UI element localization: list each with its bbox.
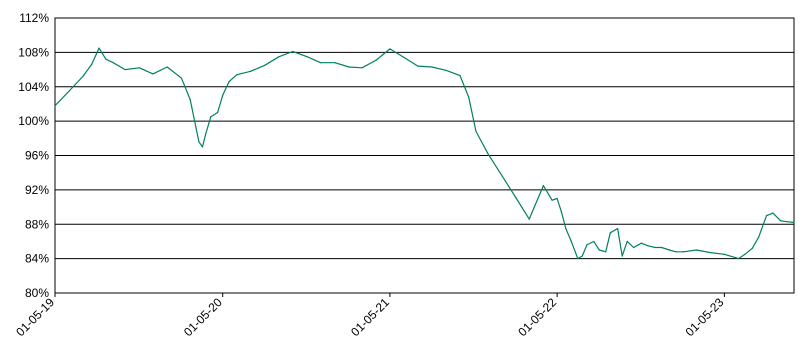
x-tick-label: 01-05-20 [181, 295, 225, 339]
data-point [605, 251, 607, 253]
data-point [682, 251, 685, 253]
x-tick-label: 01-05-19 [13, 295, 57, 339]
data-point [320, 62, 322, 64]
data-point [501, 175, 503, 177]
data-point [306, 56, 308, 58]
data-point [54, 105, 56, 107]
y-tick-label: 92% [25, 183, 49, 197]
data-point [542, 184, 544, 187]
series-line-0 [54, 47, 795, 260]
data-point [91, 63, 93, 66]
data-point [758, 236, 760, 238]
data-point [222, 94, 224, 96]
data-point [581, 255, 583, 257]
data-point [112, 62, 114, 64]
data-point [468, 96, 470, 98]
data-point [675, 251, 677, 253]
data-point [586, 244, 588, 246]
data-point [361, 67, 363, 69]
y-tick-label: 96% [25, 149, 49, 163]
data-point [626, 240, 628, 243]
data-point [68, 90, 70, 92]
y-tick-label: 104% [18, 80, 49, 94]
data-point [515, 197, 517, 200]
data-point [621, 255, 623, 257]
x-tick-label: 01-05-22 [515, 295, 559, 339]
data-point [593, 240, 595, 243]
data-point [793, 221, 795, 224]
data-point [710, 252, 712, 254]
plot-frame [54, 17, 795, 294]
y-tick-label: 88% [25, 217, 49, 231]
data-point [431, 66, 433, 68]
data-point [205, 133, 207, 135]
data-point [278, 56, 280, 58]
data-point [334, 62, 336, 64]
data-point [528, 218, 530, 220]
data-point [577, 258, 579, 260]
data-point [668, 249, 670, 251]
data-point [570, 240, 572, 243]
data-point [695, 249, 698, 251]
data-point [217, 111, 219, 114]
data-point [565, 227, 567, 230]
data-point [292, 50, 294, 53]
data-point [180, 77, 183, 79]
data-point [640, 242, 643, 244]
data-point [348, 66, 350, 68]
data-point [375, 59, 377, 61]
y-tick-label: 112% [19, 11, 49, 25]
data-point [166, 66, 168, 68]
data-point [210, 116, 212, 118]
data-point [228, 80, 230, 83]
data-point [445, 69, 447, 72]
data-point [124, 68, 126, 71]
data-point [198, 141, 200, 143]
data-point [389, 48, 391, 50]
data-point [560, 210, 562, 212]
data-point [82, 75, 84, 78]
data-point [737, 258, 740, 260]
data-point [598, 249, 600, 251]
y-tick-label: 80% [25, 286, 49, 300]
data-point [654, 246, 656, 249]
data-point [201, 146, 204, 148]
data-point [105, 58, 107, 60]
data-point [617, 227, 619, 230]
data-point [551, 199, 553, 201]
data-point [417, 65, 419, 67]
data-point [556, 197, 558, 200]
data-point [264, 64, 266, 66]
data-point [780, 220, 782, 222]
data-point [772, 212, 774, 214]
data-point [403, 56, 405, 59]
data-point [487, 153, 489, 155]
data-point [786, 221, 788, 223]
data-point [765, 215, 768, 217]
y-tick-label: 100% [18, 114, 49, 128]
data-point [236, 74, 238, 76]
y-tick-label: 108% [18, 45, 49, 59]
data-point [647, 245, 649, 247]
data-point [723, 253, 725, 255]
data-point [250, 70, 252, 72]
data-point [189, 99, 191, 101]
data-point [633, 246, 635, 249]
data-point [751, 247, 753, 249]
y-tick-label: 84% [25, 252, 49, 266]
data-point [609, 232, 611, 234]
data-point [660, 246, 663, 249]
x-tick-label: 01-05-21 [348, 295, 392, 339]
data-point [98, 47, 100, 49]
data-point [459, 74, 461, 77]
x-tick-label: 01-05-23 [683, 295, 727, 339]
data-point [475, 130, 477, 133]
data-point [152, 73, 154, 75]
data-point [138, 67, 140, 69]
data-point [744, 253, 746, 255]
